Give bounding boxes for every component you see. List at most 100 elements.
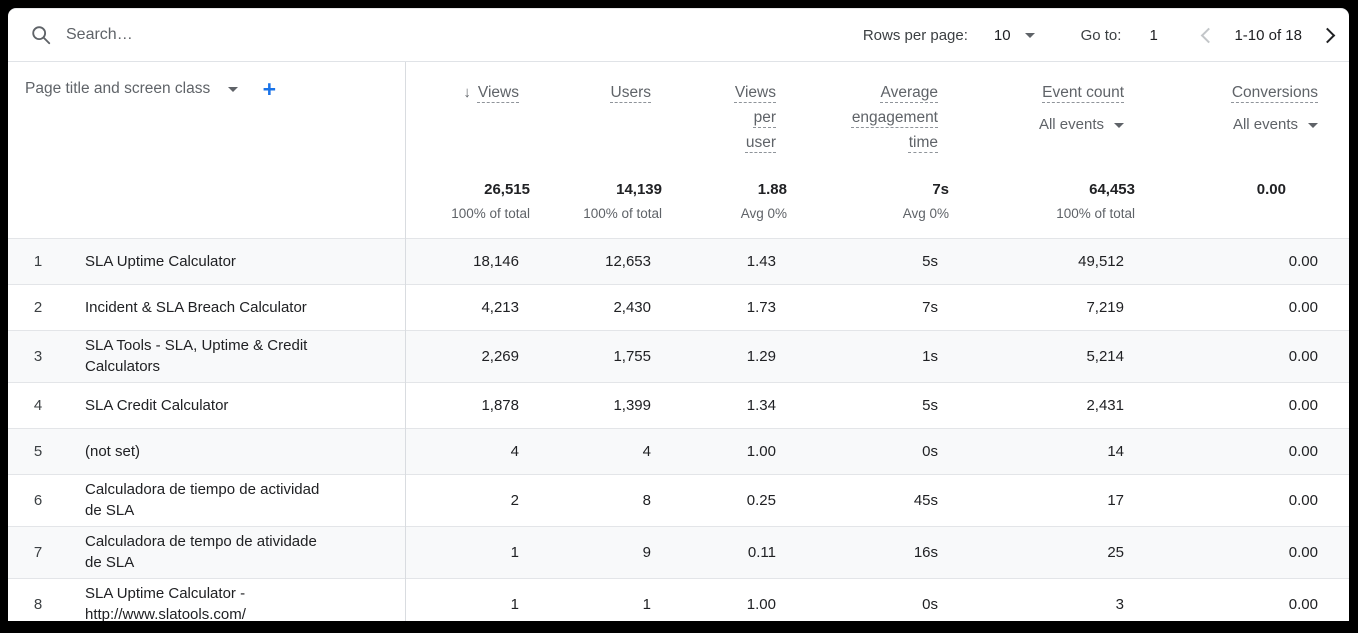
users-cell: 1,399	[613, 396, 651, 414]
conversions-cell: 0.00	[1288, 491, 1318, 509]
table-row: 5 (not set) 4 4 1.00 0s 14 0.00	[8, 428, 1349, 474]
column-header-views[interactable]: ↓ Views	[404, 62, 531, 170]
row-index: 3	[33, 347, 43, 365]
avg-engagement-cell: 0s	[922, 595, 938, 613]
users-cell: 8	[642, 491, 651, 509]
totals-avg-engagement-value: 7s	[932, 181, 949, 198]
event-count-header-label[interactable]: Event count	[1042, 84, 1124, 101]
users-cell: 1,755	[613, 347, 651, 365]
totals-views: 26,515 100% of total	[404, 170, 531, 238]
analytics-table-card: Rows per page: 10 Go to: 1-10 of 18 Page…	[8, 8, 1349, 621]
views-per-user-cell: 1.43	[746, 252, 776, 270]
totals-views-per-user-value: 1.88	[757, 181, 787, 198]
page-title-cell: Calculadora de tempo de atividade de SLA	[85, 533, 317, 571]
avg-engagement-header-label[interactable]: Average engagement time	[851, 84, 938, 151]
report-table: Page title and screen class + ↓ Views Use…	[8, 62, 1349, 621]
conversions-filter[interactable]: All events	[1137, 112, 1318, 137]
avg-engagement-cell: 1s	[922, 347, 938, 365]
table-header-row: Page title and screen class + ↓ Views Use…	[8, 62, 1349, 170]
search-bar	[30, 24, 863, 46]
prev-page-icon[interactable]	[1201, 27, 1217, 43]
views-header-label[interactable]: Views	[477, 84, 519, 101]
row-index: 1	[33, 252, 43, 270]
users-header-label[interactable]: Users	[610, 84, 651, 101]
event-count-cell: 2,431	[1086, 396, 1124, 414]
column-header-avg-engagement[interactable]: Average engagement time	[788, 62, 950, 170]
totals-row: 26,515 100% of total 14,139 100% of tota…	[8, 170, 1349, 238]
event-count-cell: 25	[1107, 543, 1124, 561]
totals-conversions-value: 0.00	[1256, 181, 1286, 198]
event-count-cell: 7,219	[1086, 298, 1124, 316]
totals-event-count-value: 64,453	[1089, 181, 1135, 198]
totals-avg-engagement: 7s Avg 0%	[788, 170, 950, 238]
chevron-down-icon	[1114, 122, 1124, 128]
avg-engagement-cell: 5s	[922, 396, 938, 414]
users-cell: 2,430	[613, 298, 651, 316]
goto-label: Go to:	[1080, 26, 1122, 44]
page-title-cell: Incident & SLA Breach Calculator	[85, 298, 307, 316]
next-page-icon[interactable]	[1319, 27, 1336, 43]
column-header-users[interactable]: Users	[531, 62, 663, 170]
table-row: 7 Calculadora de tempo de atividade de S…	[8, 526, 1349, 578]
page-title-cell: SLA Uptime Calculator - http://www.slato…	[85, 585, 246, 621]
conversions-cell: 0.00	[1288, 347, 1318, 365]
add-dimension-icon[interactable]: +	[262, 76, 277, 103]
views-per-user-cell: 1.29	[746, 347, 776, 365]
conversions-cell: 0.00	[1288, 298, 1318, 316]
page-title-cell: SLA Tools - SLA, Uptime & Credit Calcula…	[85, 337, 308, 375]
totals-views-subtitle: 100% of total	[451, 206, 530, 221]
goto-page-input[interactable]	[1147, 25, 1186, 45]
page-title-cell: Calculadora de tiempo de actividad de SL…	[85, 481, 320, 519]
views-cell: 1	[404, 526, 531, 578]
chevron-down-icon	[1308, 122, 1318, 128]
views-cell: 1,878	[404, 382, 531, 428]
totals-event-count-subtitle: 100% of total	[1056, 206, 1135, 221]
views-cell: 4	[404, 428, 531, 474]
column-header-conversions: Conversions All events	[1136, 62, 1349, 170]
avg-engagement-cell: 0s	[922, 442, 938, 460]
conversions-cell: 0.00	[1288, 543, 1318, 561]
views-cell: 2	[404, 474, 531, 526]
table-toolbar: Rows per page: 10 Go to: 1-10 of 18	[8, 9, 1349, 62]
table-row: 3 SLA Tools - SLA, Uptime & Credit Calcu…	[8, 330, 1349, 382]
row-index: 5	[33, 442, 43, 460]
dimension-selector[interactable]: Page title and screen class	[25, 80, 211, 97]
pagination-range: 1-10 of 18	[1234, 26, 1302, 44]
event-count-cell: 17	[1107, 491, 1124, 509]
views-per-user-header-label[interactable]: Views per user	[734, 84, 776, 151]
views-cell: 1	[404, 578, 531, 621]
page-title-cell: SLA Credit Calculator	[85, 396, 229, 414]
event-count-cell: 14	[1107, 442, 1124, 460]
views-per-user-cell: 1.34	[746, 396, 776, 414]
conversions-cell: 0.00	[1288, 252, 1318, 270]
views-per-user-cell: 1.00	[746, 442, 776, 460]
rows-per-page-select[interactable]: 10	[994, 27, 1035, 44]
conversions-filter-label: All events	[1232, 116, 1298, 133]
chevron-down-icon	[1024, 32, 1035, 38]
table-row: 8 SLA Uptime Calculator - http://www.sla…	[8, 578, 1349, 621]
totals-users-subtitle: 100% of total	[583, 206, 662, 221]
row-index: 2	[33, 298, 43, 316]
table-row: 4 SLA Credit Calculator 1,878 1,399 1.34…	[8, 382, 1349, 428]
users-cell: 1	[642, 595, 651, 613]
event-count-cell: 5,214	[1086, 347, 1124, 365]
search-input[interactable]	[64, 25, 863, 45]
page-title-cell: SLA Uptime Calculator	[85, 252, 236, 270]
totals-conversions: 0.00	[1136, 170, 1349, 238]
column-header-views-per-user[interactable]: Views per user	[663, 62, 788, 170]
page-title-cell: (not set)	[85, 442, 141, 460]
totals-event-count: 64,453 100% of total	[950, 170, 1136, 238]
chevron-down-icon[interactable]	[228, 86, 239, 92]
event-count-filter[interactable]: All events	[951, 112, 1124, 137]
totals-users-value: 14,139	[616, 181, 662, 198]
conversions-header-label[interactable]: Conversions	[1231, 84, 1318, 101]
avg-engagement-cell: 16s	[913, 543, 938, 561]
totals-views-value: 26,515	[484, 181, 530, 198]
totals-avg-engagement-subtitle: Avg 0%	[902, 206, 949, 221]
table-row: 1 SLA Uptime Calculator 18,146 12,653 1.…	[8, 238, 1349, 284]
views-cell: 2,269	[404, 330, 531, 382]
users-cell: 12,653	[605, 252, 651, 270]
views-per-user-cell: 1.73	[746, 298, 776, 316]
event-count-cell: 3	[1115, 595, 1124, 613]
pagination: 1-10 of 18	[1201, 26, 1336, 44]
